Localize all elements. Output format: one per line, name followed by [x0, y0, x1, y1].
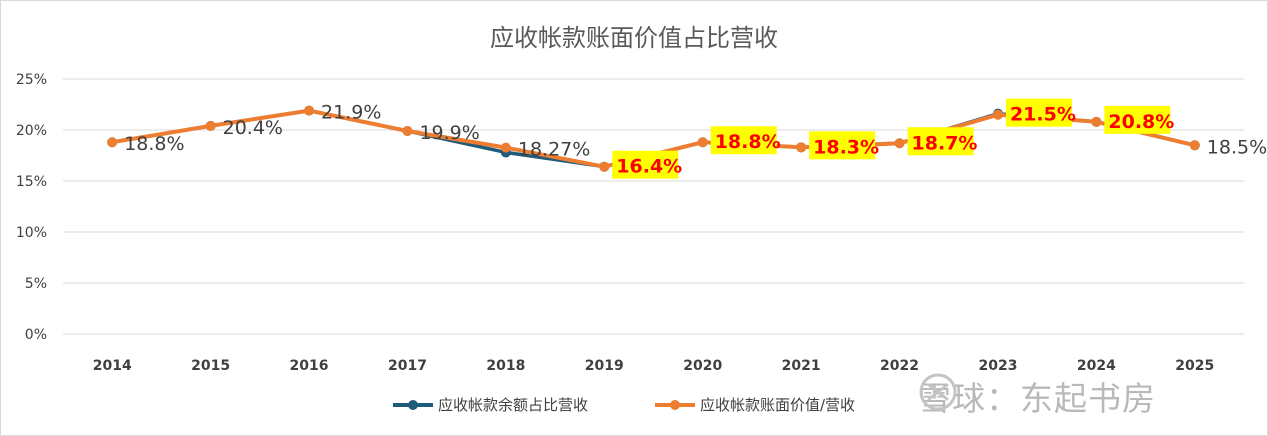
x-tick-label: 2022	[880, 358, 919, 374]
data-label-highlight	[1104, 105, 1171, 134]
data-point	[697, 137, 708, 148]
x-tick-label: 2016	[290, 358, 329, 374]
data-label: 18.3%	[813, 136, 879, 158]
data-point	[500, 142, 511, 153]
data-label: 18.27%	[518, 139, 590, 161]
data-point	[107, 137, 118, 148]
data-point	[402, 126, 413, 137]
y-tick-label: 25%	[16, 72, 47, 88]
snowball-logo-icon	[919, 373, 957, 411]
y-tick-label: 15%	[16, 174, 47, 190]
chart-title: 应收帐款账面价值占比营收	[490, 24, 778, 52]
data-label-highlight	[1005, 98, 1072, 127]
data-label: 18.7%	[912, 132, 978, 154]
data-label: 16.4%	[616, 156, 682, 178]
x-tick-label: 2024	[1077, 358, 1116, 374]
data-point	[1091, 116, 1102, 127]
data-point	[796, 142, 807, 153]
watermark-text: 雪球：东起书房	[918, 379, 1156, 418]
x-tick-label: 2014	[93, 358, 132, 374]
data-point	[992, 109, 1003, 120]
legend-label: 应收帐款账面价值/营收	[700, 396, 855, 414]
x-tick-label: 2023	[978, 358, 1017, 374]
legend-label: 应收帐款余额占比营收	[438, 396, 588, 414]
data-label: 18.8%	[124, 133, 184, 155]
y-tick-label: 20%	[16, 123, 47, 139]
x-tick-label: 2021	[782, 358, 821, 374]
data-point	[304, 105, 315, 116]
data-label: 21.9%	[321, 102, 381, 124]
data-label: 18.5%	[1207, 136, 1267, 158]
data-label-highlight	[612, 150, 679, 179]
legend-marker	[408, 400, 418, 410]
data-label-highlight	[710, 126, 777, 155]
x-tick-label: 2017	[388, 358, 427, 374]
data-point	[205, 120, 216, 131]
x-tick-label: 2015	[191, 358, 230, 374]
x-tick-label: 2019	[585, 358, 624, 374]
data-point	[894, 138, 905, 149]
x-tick-label: 2025	[1175, 358, 1214, 374]
data-label: 21.5%	[1010, 104, 1076, 126]
y-tick-label: 0%	[25, 327, 47, 343]
data-point	[599, 161, 610, 172]
x-tick-label: 2020	[683, 358, 722, 374]
y-tick-label: 5%	[25, 276, 47, 292]
legend-marker	[670, 400, 680, 410]
data-label: 18.8%	[715, 131, 781, 153]
data-point	[1189, 140, 1200, 151]
data-label: 20.4%	[223, 117, 283, 139]
data-label: 19.9%	[419, 122, 479, 144]
watermark: 雪球：东起书房	[918, 372, 1156, 420]
data-label-highlight	[809, 131, 876, 160]
data-label-highlight	[907, 127, 974, 156]
y-tick-label: 10%	[16, 225, 47, 241]
data-label: 20.8%	[1108, 111, 1174, 133]
x-tick-label: 2018	[486, 358, 525, 374]
